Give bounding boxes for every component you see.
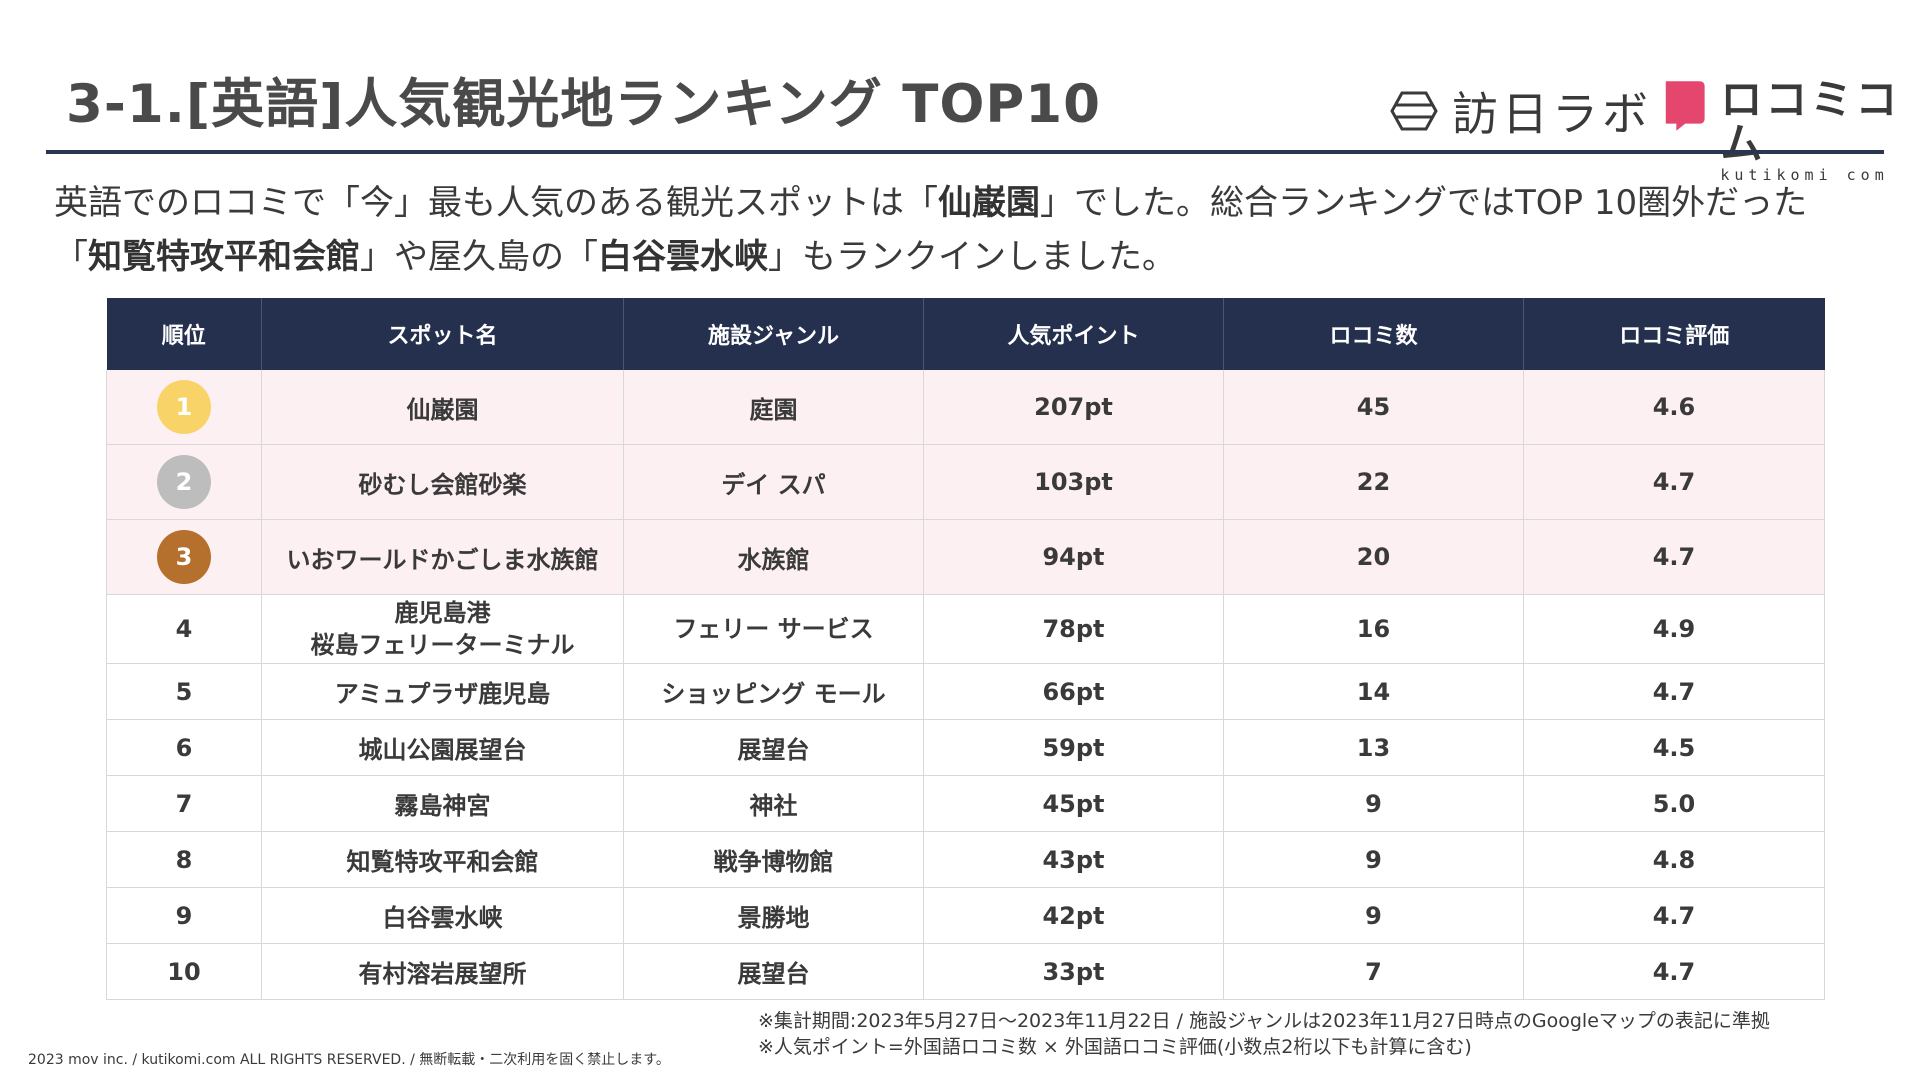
points: 33pt (923, 943, 1224, 1000)
highlight-senganen: 仙巌園 (938, 183, 1040, 223)
genre: 展望台 (623, 943, 924, 1000)
table-row: 6 城山公園展望台 展望台 59pt 13 4.5 (106, 719, 1825, 776)
spot-name: 有村溶岩展望所 (261, 943, 624, 1000)
review-rating: 4.9 (1523, 594, 1825, 664)
spot-name: 仙巌園 (261, 370, 624, 445)
review-count: 9 (1223, 831, 1524, 888)
genre: 庭園 (623, 370, 924, 445)
rank: 7 (106, 775, 262, 832)
table-row: 5 アミュプラザ鹿児島 ショッピング モール 66pt 14 4.7 (106, 663, 1825, 720)
table-row: 3 いおワールドかごしま水族館 水族館 94pt 20 4.7 (106, 519, 1825, 595)
kutikomi-logo-subtext: kutikomi com (1720, 166, 1889, 184)
gold-medal-badge: 1 (157, 380, 211, 434)
points: 78pt (923, 594, 1224, 664)
header-points: 人気ポイント (923, 298, 1224, 370)
genre: 水族館 (623, 519, 924, 595)
spot-name: 砂むし会館砂楽 (261, 444, 624, 520)
footnotes: ※集計期間:2023年5月27日〜2023年11月22日 / 施設ジャンルは20… (758, 1008, 1770, 1060)
points: 66pt (923, 663, 1224, 720)
table-row: 8 知覧特攻平和会館 戦争博物館 43pt 9 4.8 (106, 831, 1825, 888)
summary-line-1: 英語でのロコミで「今」最も人気のある観光スポットは「仙巌園」でした。総合ランキン… (54, 183, 1808, 223)
points: 43pt (923, 831, 1224, 888)
genre: ショッピング モール (623, 663, 924, 720)
rank: 6 (106, 719, 262, 776)
genre: 戦争博物館 (623, 831, 924, 888)
header-review-rating: ロコミ評価 (1523, 298, 1825, 370)
houjin-lab-logo: 訪日ラボ (1390, 78, 1652, 144)
silver-medal-badge: 2 (157, 455, 211, 509)
header-review-count: ロコミ数 (1223, 298, 1524, 370)
rank: 10 (106, 943, 262, 1000)
review-count: 22 (1223, 444, 1524, 520)
review-count: 13 (1223, 719, 1524, 776)
rank: 9 (106, 887, 262, 944)
points: 59pt (923, 719, 1224, 776)
review-rating: 5.0 (1523, 775, 1825, 832)
spot-name: いおワールドかごしま水族館 (261, 519, 624, 595)
genre: フェリー サービス (623, 594, 924, 664)
review-rating: 4.7 (1523, 943, 1825, 1000)
header-genre: 施設ジャンル (623, 298, 924, 370)
kutikomi-logo: ロコミコム kutikomi com (1664, 78, 1919, 184)
kutikomi-speech-bubble-icon (1665, 81, 1705, 131)
houjin-lab-logo-text: 訪日ラボ (1452, 87, 1652, 141)
header-rank: 順位 (106, 298, 262, 370)
footnote-points-formula: ※人気ポイント=外国語ロコミ数 × 外国語ロコミ評価(小数点2桁以下も計算に含む… (758, 1036, 1472, 1058)
summary-line-2: 「知覧特攻平和会館」や屋久島の「白谷雲水峡」もランクインしました。 (54, 237, 1176, 277)
kutikomi-logo-text: ロコミコム (1720, 75, 1901, 168)
spot-name: アミュプラザ鹿児島 (261, 663, 624, 720)
title-divider (46, 150, 1884, 154)
review-count: 7 (1223, 943, 1524, 1000)
houjin-lab-hexagon-icon (1390, 91, 1438, 131)
review-rating: 4.7 (1523, 444, 1825, 520)
review-count: 45 (1223, 370, 1524, 445)
spot-name: 城山公園展望台 (261, 719, 624, 776)
table-row: 1 仙巌園 庭園 207pt 45 4.6 (106, 370, 1825, 445)
footnote-period: ※集計期間:2023年5月27日〜2023年11月22日 / 施設ジャンルは20… (758, 1010, 1770, 1032)
points: 45pt (923, 775, 1224, 832)
table-row: 9 白谷雲水峡 景勝地 42pt 9 4.7 (106, 887, 1825, 944)
summary-text: 英語でのロコミで「今」最も人気のある観光スポットは「仙巌園」でした。総合ランキン… (54, 176, 1874, 284)
rank: 5 (106, 663, 262, 720)
points: 94pt (923, 519, 1224, 595)
spot-name: 知覧特攻平和会館 (261, 831, 624, 888)
spot-name: 霧島神宮 (261, 775, 624, 832)
highlight-shiratani: 白谷雲水峡 (598, 237, 768, 277)
genre: 景勝地 (623, 887, 924, 944)
page-title: 3-1.[英語]人気観光地ランキング TOP10 (66, 74, 1101, 135)
points: 207pt (923, 370, 1224, 445)
bronze-medal-badge: 3 (157, 530, 211, 584)
review-rating: 4.7 (1523, 663, 1825, 720)
spot-name: 白谷雲水峡 (261, 887, 624, 944)
spot-name: 鹿児島港 桜島フェリーターミナル (261, 594, 624, 664)
genre: 展望台 (623, 719, 924, 776)
genre: 神社 (623, 775, 924, 832)
review-rating: 4.6 (1523, 370, 1825, 445)
review-rating: 4.8 (1523, 831, 1825, 888)
review-rating: 4.7 (1523, 519, 1825, 595)
copyright: 2023 mov inc. / kutikomi.com ALL RIGHTS … (28, 1052, 670, 1068)
rank: 4 (106, 594, 262, 664)
genre: デイ スパ (623, 444, 924, 520)
rank: 8 (106, 831, 262, 888)
review-count: 14 (1223, 663, 1524, 720)
table-row: 7 霧島神宮 神社 45pt 9 5.0 (106, 775, 1825, 832)
review-count: 16 (1223, 594, 1524, 664)
table-row: 10 有村溶岩展望所 展望台 33pt 7 4.7 (106, 943, 1825, 1000)
ranking-table: 順位 スポット名 施設ジャンル 人気ポイント ロコミ数 ロコミ評価 1 仙巌園 … (106, 298, 1825, 1000)
points: 42pt (923, 887, 1224, 944)
review-count: 20 (1223, 519, 1524, 595)
table-row: 2 砂むし会館砂楽 デイ スパ 103pt 22 4.7 (106, 444, 1825, 520)
review-count: 9 (1223, 887, 1524, 944)
table-header-row: 順位 スポット名 施設ジャンル 人気ポイント ロコミ数 ロコミ評価 (106, 298, 1825, 370)
table-row: 4 鹿児島港 桜島フェリーターミナル フェリー サービス 78pt 16 4.9 (106, 594, 1825, 664)
review-rating: 4.5 (1523, 719, 1825, 776)
review-rating: 4.7 (1523, 887, 1825, 944)
highlight-chiran: 知覧特攻平和会館 (88, 237, 360, 277)
header-spot-name: スポット名 (261, 298, 624, 370)
points: 103pt (923, 444, 1224, 520)
review-count: 9 (1223, 775, 1524, 832)
